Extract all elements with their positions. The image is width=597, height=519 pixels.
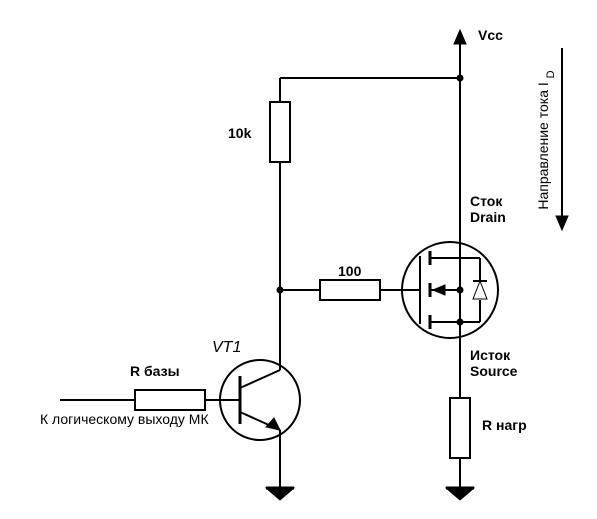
label-r-load: R нагр <box>482 417 527 433</box>
label-r-pullup: 10k <box>228 125 252 141</box>
label-drain-ru: Сток <box>470 193 503 209</box>
label-source-ru: Исток <box>470 347 511 363</box>
label-source-en: Source <box>470 363 518 379</box>
label-r-gate: 100 <box>338 263 362 279</box>
label-mcu-output: К логическому выходу МК <box>40 411 209 427</box>
label-drain-en: Drain <box>470 209 506 225</box>
label-vt1: VT1 <box>212 339 241 356</box>
label-vcc: Vcc <box>478 27 503 43</box>
label-r-base: R базы <box>130 363 180 379</box>
label-current-direction: Направление тока I D <box>535 70 557 209</box>
